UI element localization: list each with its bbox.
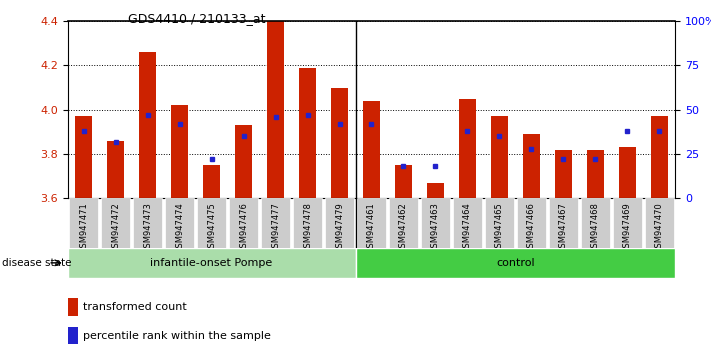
Text: GSM947474: GSM947474 [175, 202, 184, 253]
Text: GSM947472: GSM947472 [111, 202, 120, 253]
Bar [299, 68, 316, 198]
FancyBboxPatch shape [356, 248, 675, 278]
Text: GSM947475: GSM947475 [207, 202, 216, 253]
Bar [107, 141, 124, 198]
Text: GSM947466: GSM947466 [527, 202, 536, 253]
Text: GSM947469: GSM947469 [623, 202, 632, 253]
FancyBboxPatch shape [197, 198, 226, 248]
Bar [139, 52, 156, 198]
Text: GSM947478: GSM947478 [303, 202, 312, 253]
FancyBboxPatch shape [645, 198, 674, 248]
Bar [587, 150, 604, 198]
FancyBboxPatch shape [229, 198, 258, 248]
Bar [203, 165, 220, 198]
Bar [68, 327, 78, 344]
Text: GSM947463: GSM947463 [431, 202, 440, 253]
Text: GSM947465: GSM947465 [495, 202, 504, 253]
Bar [235, 125, 252, 198]
FancyBboxPatch shape [325, 198, 354, 248]
Bar [619, 147, 636, 198]
Text: GSM947470: GSM947470 [655, 202, 664, 253]
FancyBboxPatch shape [549, 198, 578, 248]
FancyBboxPatch shape [261, 198, 290, 248]
Bar [171, 105, 188, 198]
FancyBboxPatch shape [101, 198, 130, 248]
Text: GSM947461: GSM947461 [367, 202, 376, 253]
Text: GSM947464: GSM947464 [463, 202, 472, 253]
Text: GSM947473: GSM947473 [143, 202, 152, 253]
Text: infantile-onset Pompe: infantile-onset Pompe [151, 258, 272, 268]
FancyBboxPatch shape [69, 198, 98, 248]
Bar [363, 101, 380, 198]
Bar [427, 183, 444, 198]
FancyBboxPatch shape [421, 198, 450, 248]
Text: percentile rank within the sample: percentile rank within the sample [82, 331, 270, 341]
Text: GSM947468: GSM947468 [591, 202, 600, 253]
Text: control: control [496, 258, 535, 268]
Bar [459, 99, 476, 198]
Text: GSM947476: GSM947476 [239, 202, 248, 253]
Text: GSM947479: GSM947479 [335, 202, 344, 253]
Text: GSM947471: GSM947471 [79, 202, 88, 253]
FancyBboxPatch shape [581, 198, 610, 248]
Bar [395, 165, 412, 198]
Text: GSM947467: GSM947467 [559, 202, 568, 253]
FancyBboxPatch shape [68, 248, 356, 278]
Bar [651, 116, 668, 198]
Text: GSM947462: GSM947462 [399, 202, 408, 253]
Bar [491, 116, 508, 198]
Bar [523, 134, 540, 198]
FancyBboxPatch shape [453, 198, 482, 248]
Bar [68, 298, 78, 316]
Text: GSM947477: GSM947477 [271, 202, 280, 253]
FancyBboxPatch shape [357, 198, 386, 248]
FancyBboxPatch shape [165, 198, 194, 248]
FancyBboxPatch shape [389, 198, 418, 248]
FancyBboxPatch shape [517, 198, 546, 248]
FancyBboxPatch shape [293, 198, 322, 248]
Bar [267, 21, 284, 198]
FancyBboxPatch shape [613, 198, 642, 248]
Bar [555, 150, 572, 198]
Text: GDS4410 / 210133_at: GDS4410 / 210133_at [128, 12, 265, 25]
Text: disease state: disease state [2, 258, 72, 268]
Text: transformed count: transformed count [82, 302, 186, 312]
FancyBboxPatch shape [485, 198, 514, 248]
Bar [75, 116, 92, 198]
FancyBboxPatch shape [133, 198, 162, 248]
Bar [331, 88, 348, 198]
